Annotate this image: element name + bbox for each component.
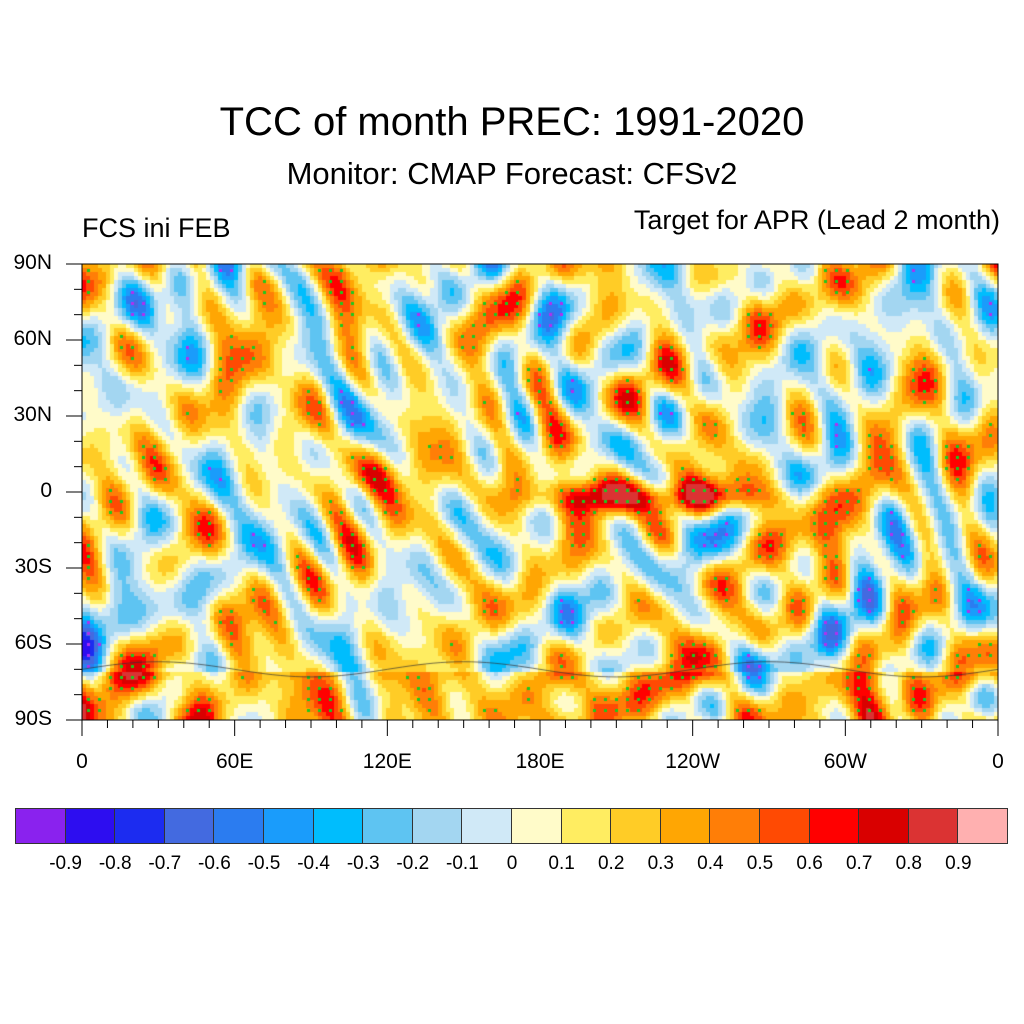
chart-title: TCC of month PREC: 1991-2020 xyxy=(219,100,805,144)
colorbar-swatch xyxy=(907,808,959,844)
colorbar-swatch xyxy=(362,808,413,844)
colorbar-swatch xyxy=(411,808,463,844)
colorbar-label: -0.7 xyxy=(148,853,182,874)
colorbar-swatch xyxy=(163,808,215,844)
colorbar-swatch xyxy=(510,808,562,844)
colorbar-swatch xyxy=(808,808,860,844)
colorbar-label: -0.5 xyxy=(247,853,281,874)
y-tick-label: 30S xyxy=(14,555,52,578)
colorbar-swatch xyxy=(312,808,364,844)
colorbar-label: -0.6 xyxy=(198,853,231,874)
colorbar-label: 0.7 xyxy=(845,853,873,874)
y-tick-label: 30N xyxy=(13,403,52,426)
colorbar-swatch xyxy=(262,808,314,844)
right-label: Target for APR (Lead 2 month) xyxy=(633,205,1000,235)
x-tick-label: 0 xyxy=(76,750,88,773)
colorbar-label: 0.3 xyxy=(647,853,675,874)
colorbar-label: 0.9 xyxy=(945,853,972,874)
colorbar-label: -0.3 xyxy=(346,853,380,874)
colorbar-label: 0.4 xyxy=(697,853,724,874)
colorbar xyxy=(15,808,1008,844)
colorbar-label: -0.4 xyxy=(297,853,330,874)
y-tick-label: 0 xyxy=(40,479,52,502)
y-tick-label: 60N xyxy=(13,327,52,350)
colorbar-label: -0.8 xyxy=(98,853,132,874)
colorbar-swatch xyxy=(858,808,909,844)
y-tick-label: 90N xyxy=(13,251,52,274)
x-tick-label: 120W xyxy=(665,750,721,773)
colorbar-swatch xyxy=(15,808,66,844)
colorbar-label: -0.9 xyxy=(49,853,82,874)
colorbar-label: 0 xyxy=(506,853,518,874)
y-tick-label: 60S xyxy=(14,631,52,654)
colorbar-swatch xyxy=(610,808,661,844)
y-tick-label: 90S xyxy=(14,707,52,730)
colorbar-swatch xyxy=(64,808,116,844)
colorbar-swatch xyxy=(461,808,512,844)
left-label: FCS ini FEB xyxy=(82,213,231,243)
map-frame xyxy=(81,263,999,721)
x-tick-label: 0 xyxy=(992,750,1004,773)
colorbar-label: 0.5 xyxy=(746,853,774,874)
colorbar-label: 0.1 xyxy=(548,853,575,874)
x-tick-label: 60W xyxy=(823,750,867,773)
colorbar-label: -0.1 xyxy=(446,853,479,874)
colorbar-swatch xyxy=(709,808,760,844)
x-tick-label: 120E xyxy=(362,750,412,773)
colorbar-swatch xyxy=(659,808,711,844)
colorbar-swatch xyxy=(758,808,810,844)
colorbar-swatch xyxy=(114,808,165,844)
correlation-map xyxy=(82,264,998,720)
colorbar-swatch xyxy=(957,808,1008,844)
colorbar-label: 0.8 xyxy=(895,853,923,874)
chart-subtitle: Monitor: CMAP Forecast: CFSv2 xyxy=(286,156,738,191)
colorbar-label: -0.2 xyxy=(396,853,430,874)
colorbar-swatch xyxy=(560,808,612,844)
x-tick-label: 180E xyxy=(515,750,565,773)
colorbar-label: 0.2 xyxy=(597,853,625,874)
colorbar-label: 0.6 xyxy=(796,853,823,874)
colorbar-swatch xyxy=(213,808,264,844)
x-tick-label: 60E xyxy=(215,750,254,773)
